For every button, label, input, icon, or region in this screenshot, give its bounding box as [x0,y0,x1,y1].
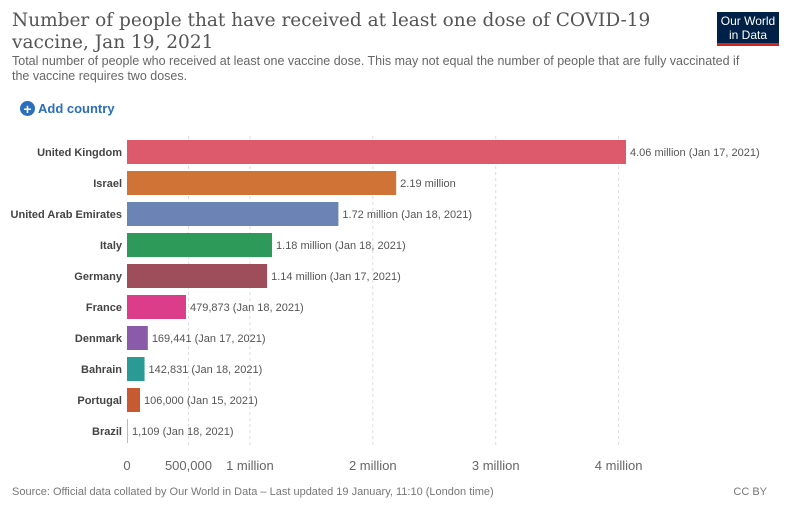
chart-title: Number of people that have received at l… [12,10,651,53]
bar[interactable] [127,140,626,164]
value-label: 1,109 (Jan 18, 2021) [132,426,234,438]
bar-chart: United Kingdom 4.06 million (Jan 17, 2021… [11,136,760,473]
bar[interactable] [127,202,339,226]
value-label: 1.72 million (Jan 18, 2021) [342,209,472,221]
value-label: 106,000 (Jan 15, 2021) [144,395,258,407]
add-country-label: Add country [38,101,115,116]
bar[interactable] [127,419,128,443]
category-label: France [86,302,122,314]
bar[interactable] [127,326,148,350]
bar[interactable] [127,357,145,381]
x-tick-label: 3 million [472,458,520,473]
logo-accent-bar [717,43,779,46]
value-label: 2.19 million [400,178,456,190]
bar[interactable] [127,233,273,257]
value-label: 1.18 million (Jan 18, 2021) [276,240,406,252]
category-label: Bahrain [81,364,122,376]
category-label: United Arab Emirates [11,209,122,221]
license-link[interactable]: CC BY [733,486,767,498]
add-country-button[interactable]: + Add country [20,101,115,116]
x-tick-label: 1 million [226,458,274,473]
source-note: Source: Official data collated by Our Wo… [12,486,494,498]
value-label: 169,441 (Jan 17, 2021) [152,333,266,345]
bar[interactable] [127,171,397,195]
logo-line-1: Our World [720,14,776,28]
category-label: Portugal [77,395,122,407]
bar[interactable] [127,295,186,319]
value-label: 4.06 million (Jan 17, 2021) [630,147,760,159]
x-tick-label: 2 million [349,458,397,473]
category-label: Germany [74,271,123,283]
x-tick-label: 0 [123,458,130,473]
category-label: Israel [93,178,122,190]
category-label: Brazil [92,426,122,438]
value-label: 479,873 (Jan 18, 2021) [190,302,304,314]
category-label: Denmark [75,333,123,345]
plus-circle-icon: + [20,101,35,116]
category-label: United Kingdom [37,147,122,159]
x-tick-label: 4 million [595,458,643,473]
x-tick-label: 500,000 [165,458,212,473]
logo-line-2: in Data [728,28,768,42]
category-label: Italy [100,240,123,252]
bar[interactable] [127,388,141,412]
value-label: 142,831 (Jan 18, 2021) [149,364,263,376]
owid-logo[interactable]: Our World in Data [717,12,779,46]
chart-subtitle: Total number of people who received at l… [12,54,740,83]
value-label: 1.14 million (Jan 17, 2021) [271,271,401,283]
bar[interactable] [127,264,268,288]
